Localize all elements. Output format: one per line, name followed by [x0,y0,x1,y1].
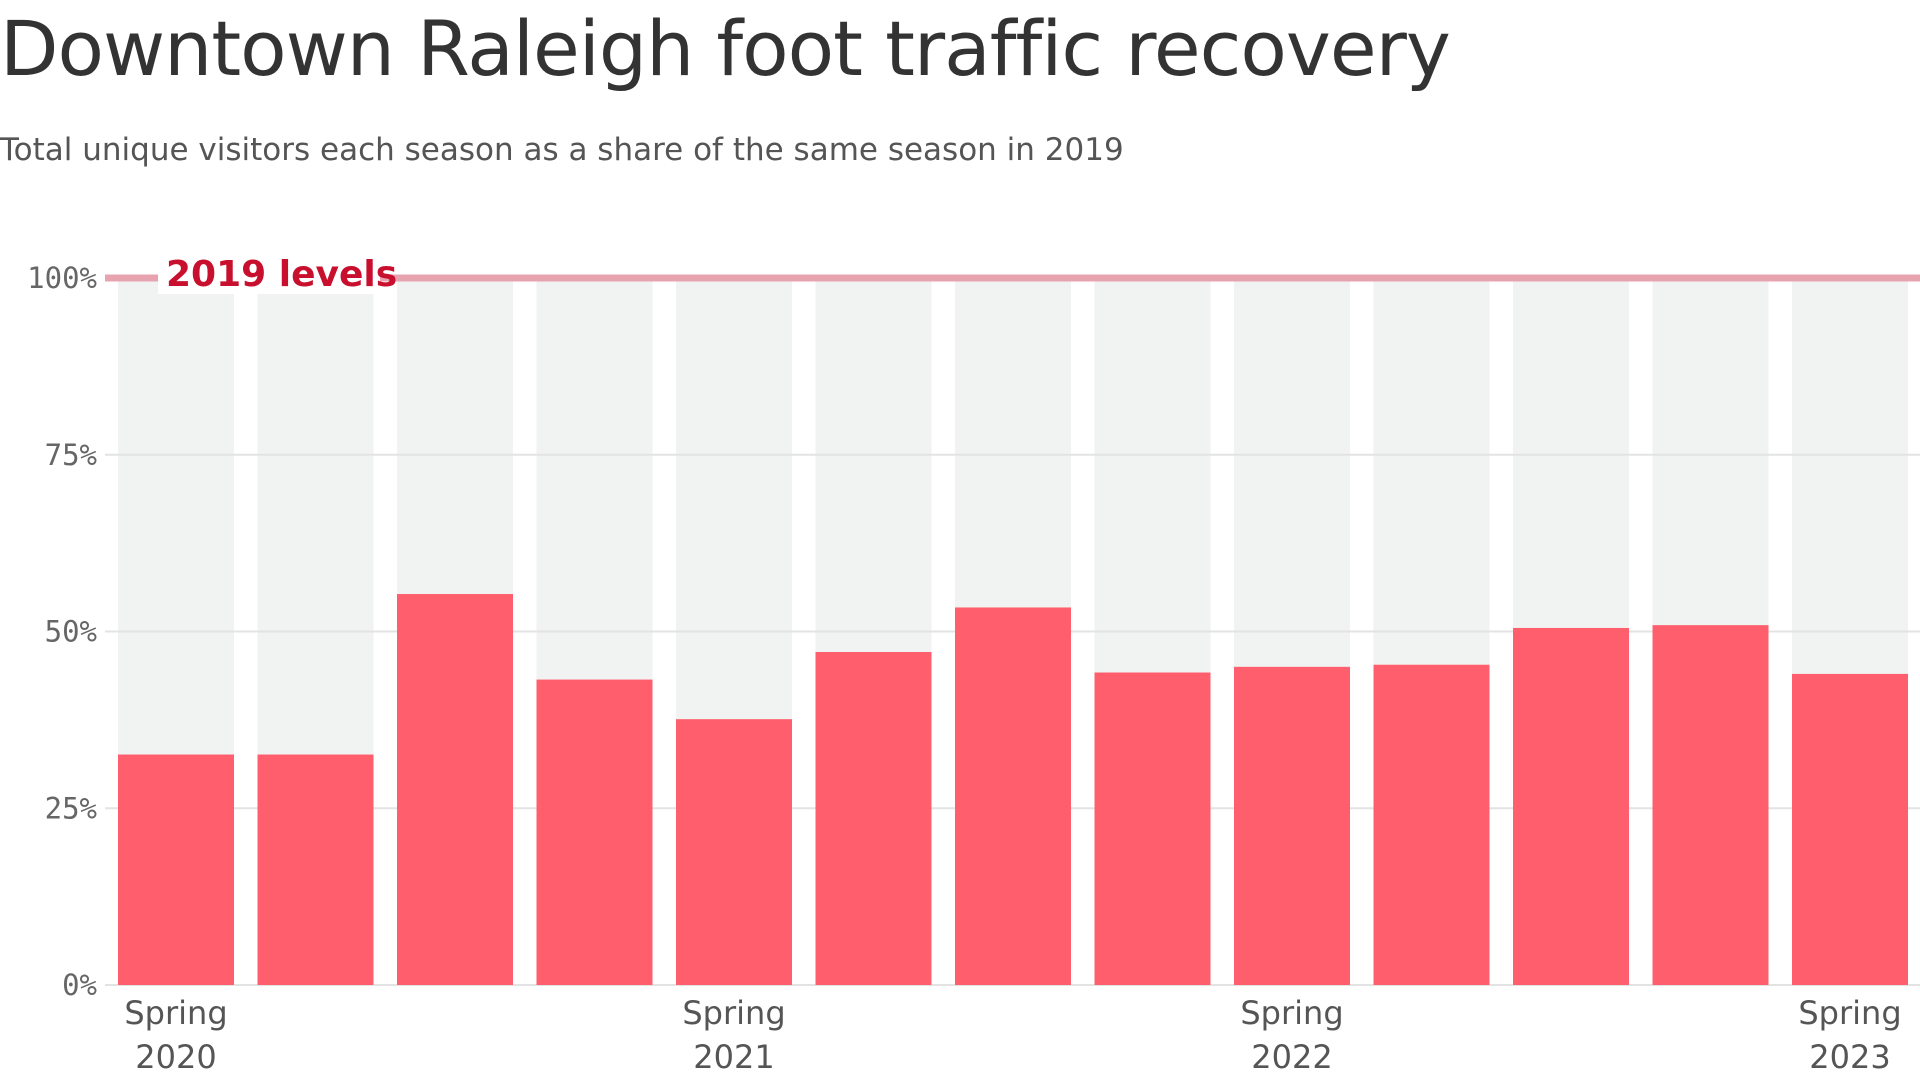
reference-line-label: 2019 levels [166,254,397,295]
chart-title: Downtown Raleigh foot traffic recovery [0,4,1451,93]
y-tick-label: 100% [27,261,97,295]
y-tick-label: 25% [45,791,97,825]
bar [1373,664,1490,985]
x-tick-label-season: Spring [1240,994,1343,1032]
x-tick-label-year: 2023 [1809,1038,1890,1076]
bar [1094,672,1211,985]
bar [1792,673,1908,985]
bar [536,679,653,985]
bar [1513,627,1629,985]
bar [397,594,513,985]
x-axis-tick-labels: Spring 2020 Spring 2021 Spring 2022 Spring 2023 [124,994,1901,1076]
x-tick-label-season: Spring [682,994,785,1032]
bar [815,652,932,985]
bar [257,754,374,985]
x-tick-label-year: 2020 [135,1038,216,1076]
bar-layer [118,594,1908,985]
bar [1652,625,1769,985]
x-tick-label-year: 2021 [693,1038,774,1076]
bar [955,607,1071,985]
x-tick-label-year: 2022 [1251,1038,1332,1076]
x-tick-label-season: Spring [124,994,227,1032]
reference-label-background [158,248,380,294]
bar [118,754,234,985]
chart-subtitle: Total unique visitors each season as a s… [0,132,1124,168]
x-tick-label-season: Spring [1798,994,1901,1032]
y-tick-label: 0% [62,968,97,1002]
bar [676,719,792,985]
reference-line-layer: 2019 levels [105,248,1920,295]
y-tick-label: 50% [45,615,97,649]
y-axis-tick-labels: 0% 25% 50% 75% 100% [27,261,97,1002]
bar [1234,666,1350,985]
y-tick-label: 75% [45,438,97,472]
